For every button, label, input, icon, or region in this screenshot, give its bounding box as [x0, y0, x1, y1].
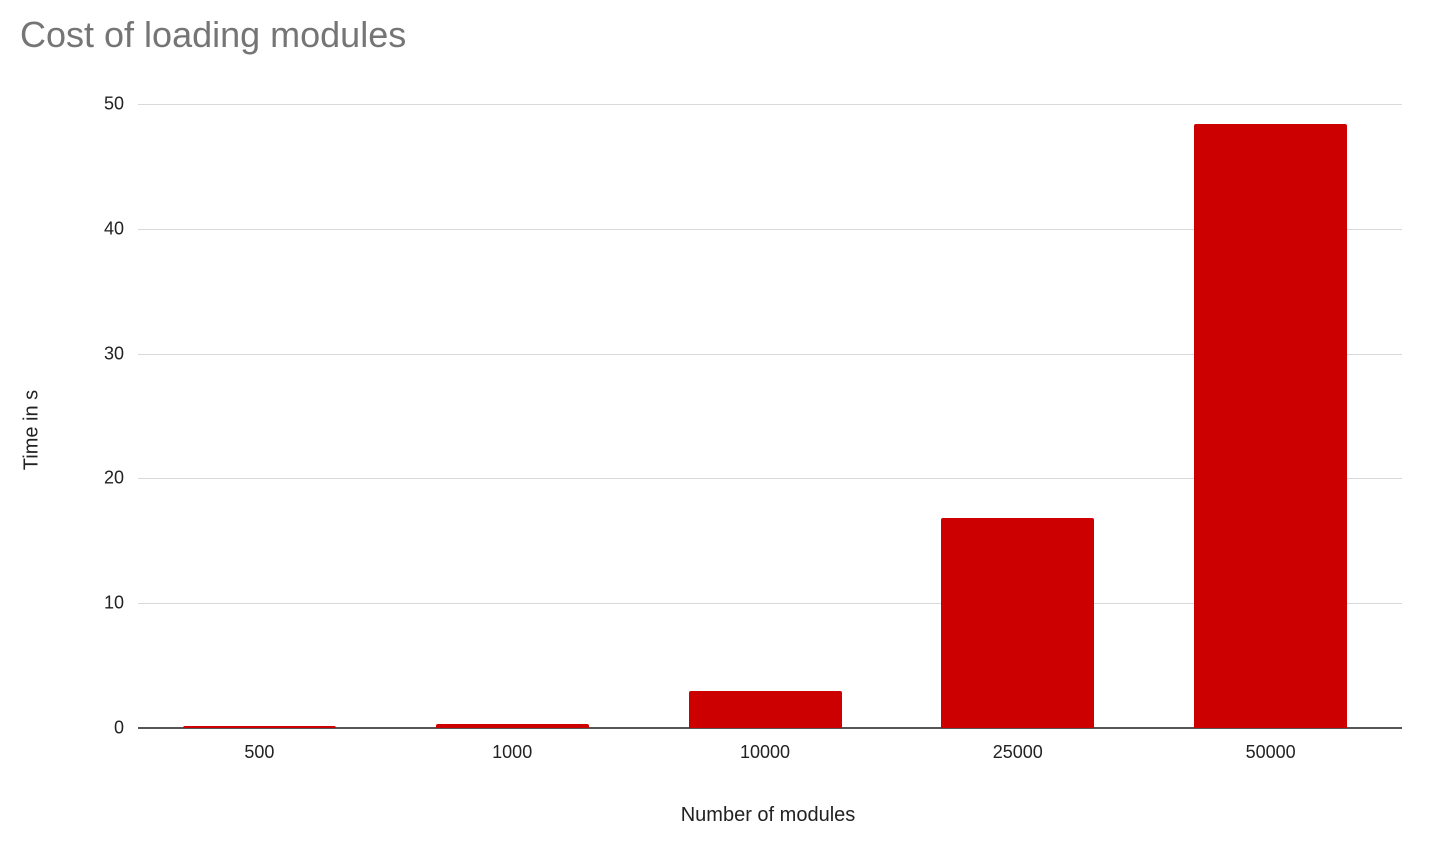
- bar-25000[interactable]: [941, 518, 1095, 728]
- gridline: [138, 353, 1402, 355]
- x-axis-label: Number of modules: [680, 804, 856, 826]
- y-tick-label: 0: [113, 717, 124, 738]
- y-tick-label: 50: [103, 93, 124, 114]
- gridline: [138, 104, 1402, 105]
- y-tick-label: 10: [103, 592, 124, 613]
- gridline: [138, 478, 1402, 480]
- bar-500[interactable]: [182, 725, 336, 728]
- plot-area: [138, 104, 1402, 729]
- y-tick-label: 20: [103, 467, 124, 488]
- x-tick-label: 1000: [492, 742, 533, 762]
- x-tick-label: 25000: [992, 742, 1043, 762]
- x-axis-line: [138, 727, 1402, 729]
- y-axis-label: Time in s: [20, 389, 43, 471]
- x-tick-label: 50000: [1245, 742, 1296, 762]
- y-tick-label: 40: [103, 218, 124, 239]
- x-tick-label: 10000: [739, 742, 791, 762]
- bar-1000[interactable]: [435, 723, 589, 728]
- bar-50000[interactable]: [1194, 123, 1348, 728]
- bar-10000[interactable]: [688, 690, 842, 728]
- gridline: [138, 603, 1402, 605]
- y-tick-label: 30: [103, 343, 124, 364]
- x-tick-label: 500: [244, 742, 275, 762]
- chart-title: Cost of loading modules: [20, 14, 407, 55]
- gridline: [138, 228, 1402, 230]
